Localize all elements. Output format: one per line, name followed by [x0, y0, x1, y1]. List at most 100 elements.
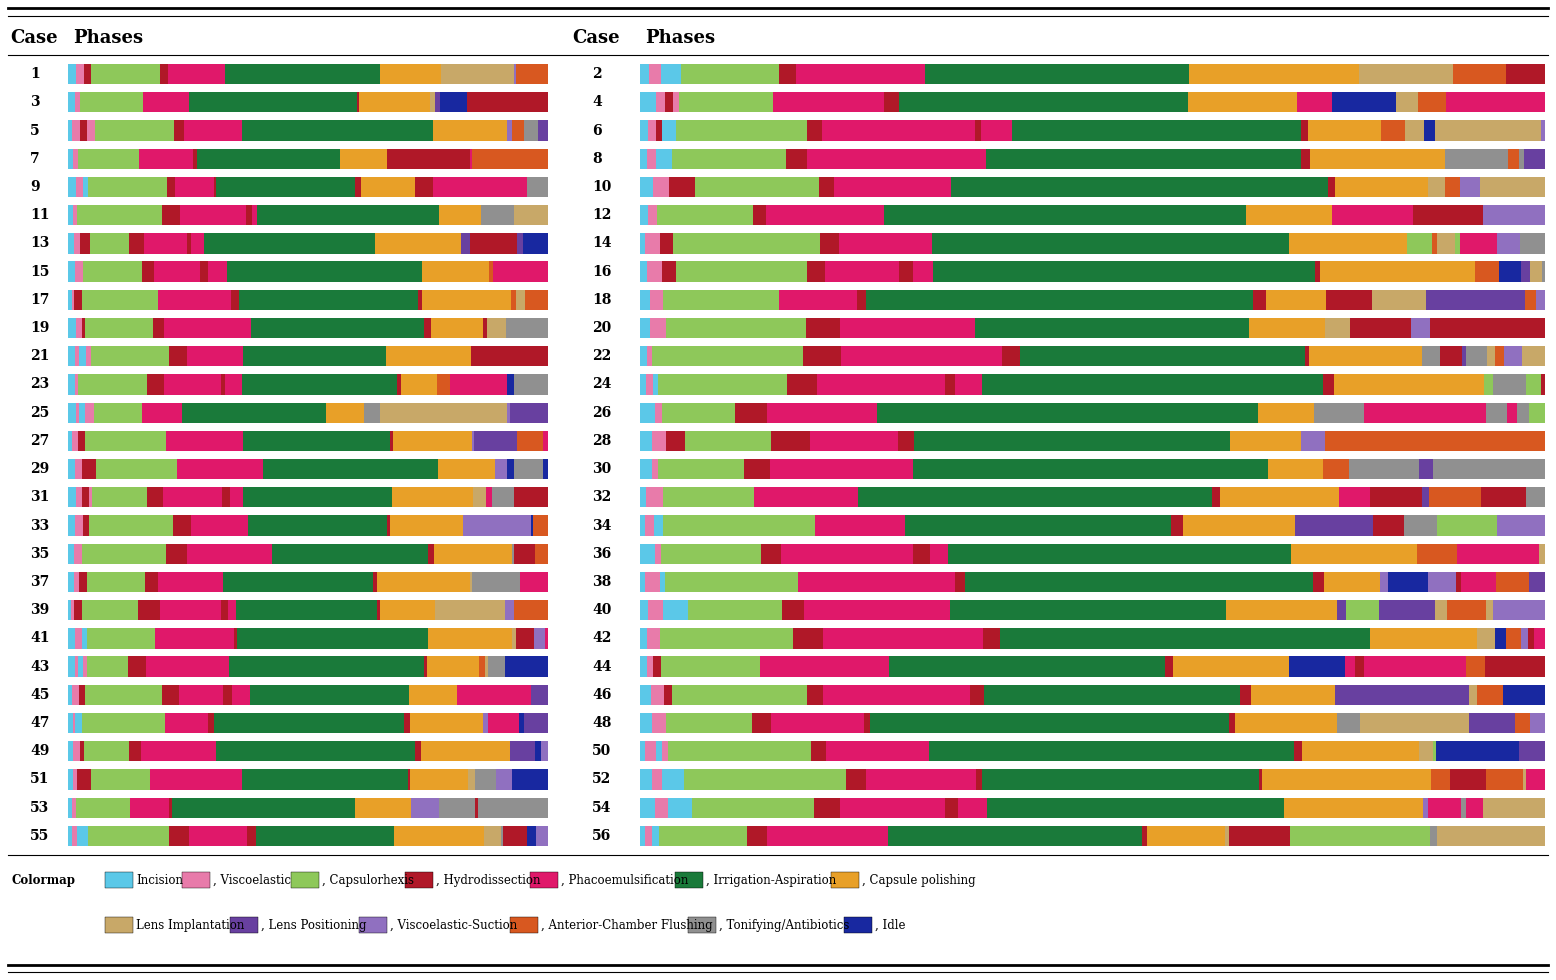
Bar — [437, 374, 450, 395]
Bar — [68, 92, 75, 113]
Bar — [640, 487, 646, 508]
Bar — [803, 346, 842, 367]
Bar — [1530, 571, 1545, 592]
Text: 34: 34 — [591, 518, 612, 532]
Bar — [168, 64, 226, 84]
Bar — [237, 600, 378, 620]
Bar — [1536, 290, 1545, 310]
Bar — [518, 712, 524, 733]
Bar — [434, 544, 512, 564]
Text: , Hydrodissection: , Hydrodissection — [436, 873, 540, 887]
Bar — [154, 262, 201, 282]
Bar — [864, 712, 870, 733]
Bar — [951, 600, 1226, 620]
Bar — [1184, 515, 1296, 536]
Bar — [436, 149, 470, 169]
Bar — [493, 262, 548, 282]
Bar — [685, 769, 846, 790]
Bar — [1508, 149, 1519, 169]
Bar — [652, 346, 803, 367]
Bar — [1416, 544, 1458, 564]
Bar — [73, 149, 78, 169]
Bar — [1424, 798, 1428, 818]
Bar — [1265, 290, 1326, 310]
Bar — [76, 487, 81, 508]
Bar — [962, 149, 987, 169]
Bar — [736, 403, 767, 422]
Bar — [82, 515, 89, 536]
Bar — [1404, 515, 1438, 536]
Bar — [1505, 346, 1522, 367]
Text: , Anterior-Chamber Flushing: , Anterior-Chamber Flushing — [541, 918, 713, 932]
Bar — [1475, 262, 1498, 282]
Bar — [1469, 685, 1477, 705]
Bar — [675, 872, 703, 888]
Bar — [515, 346, 526, 367]
Bar — [68, 262, 75, 282]
Bar — [663, 741, 668, 761]
Bar — [78, 431, 86, 451]
Bar — [86, 403, 93, 422]
Bar — [853, 657, 888, 677]
Text: 4: 4 — [591, 95, 602, 110]
Bar — [87, 628, 154, 649]
Bar — [496, 685, 531, 705]
Bar — [1452, 121, 1542, 141]
Bar — [640, 346, 647, 367]
Bar — [87, 826, 170, 846]
Bar — [436, 92, 440, 113]
Bar — [857, 487, 1212, 508]
Bar — [475, 798, 478, 818]
Bar — [226, 64, 380, 84]
Bar — [1494, 600, 1545, 620]
Bar — [450, 374, 507, 395]
Bar — [747, 826, 767, 846]
Bar — [68, 149, 73, 169]
Bar — [1332, 92, 1396, 113]
Text: 50: 50 — [591, 744, 612, 759]
Bar — [958, 798, 987, 818]
Bar — [840, 318, 976, 338]
Bar — [223, 487, 230, 508]
Bar — [75, 262, 82, 282]
Bar — [397, 374, 401, 395]
Text: 51: 51 — [30, 772, 50, 787]
Text: 49: 49 — [30, 744, 50, 759]
Bar — [86, 318, 152, 338]
Text: 5: 5 — [30, 123, 39, 137]
Bar — [1422, 346, 1441, 367]
Bar — [82, 544, 166, 564]
Bar — [755, 487, 843, 508]
Bar — [68, 487, 76, 508]
Bar — [241, 769, 408, 790]
Bar — [68, 826, 72, 846]
Bar — [1514, 712, 1531, 733]
Bar — [177, 459, 255, 479]
Bar — [518, 431, 543, 451]
Bar — [73, 712, 75, 733]
Bar — [89, 515, 173, 536]
Bar — [898, 431, 915, 451]
Bar — [473, 487, 485, 508]
Bar — [138, 149, 193, 169]
Bar — [672, 685, 808, 705]
Bar — [1428, 798, 1461, 818]
Bar — [663, 290, 780, 310]
Bar — [468, 769, 475, 790]
Bar — [392, 487, 473, 508]
Bar — [68, 403, 76, 422]
Bar — [1355, 657, 1365, 677]
Bar — [806, 318, 840, 338]
Text: 35: 35 — [30, 547, 50, 561]
Bar — [647, 149, 655, 169]
Bar — [1498, 262, 1520, 282]
Bar — [655, 515, 663, 536]
Bar — [143, 92, 190, 113]
Bar — [471, 431, 475, 451]
Text: 2: 2 — [591, 67, 602, 81]
Bar — [512, 769, 548, 790]
Bar — [82, 826, 87, 846]
Bar — [640, 92, 655, 113]
Bar — [75, 459, 82, 479]
Bar — [73, 741, 79, 761]
